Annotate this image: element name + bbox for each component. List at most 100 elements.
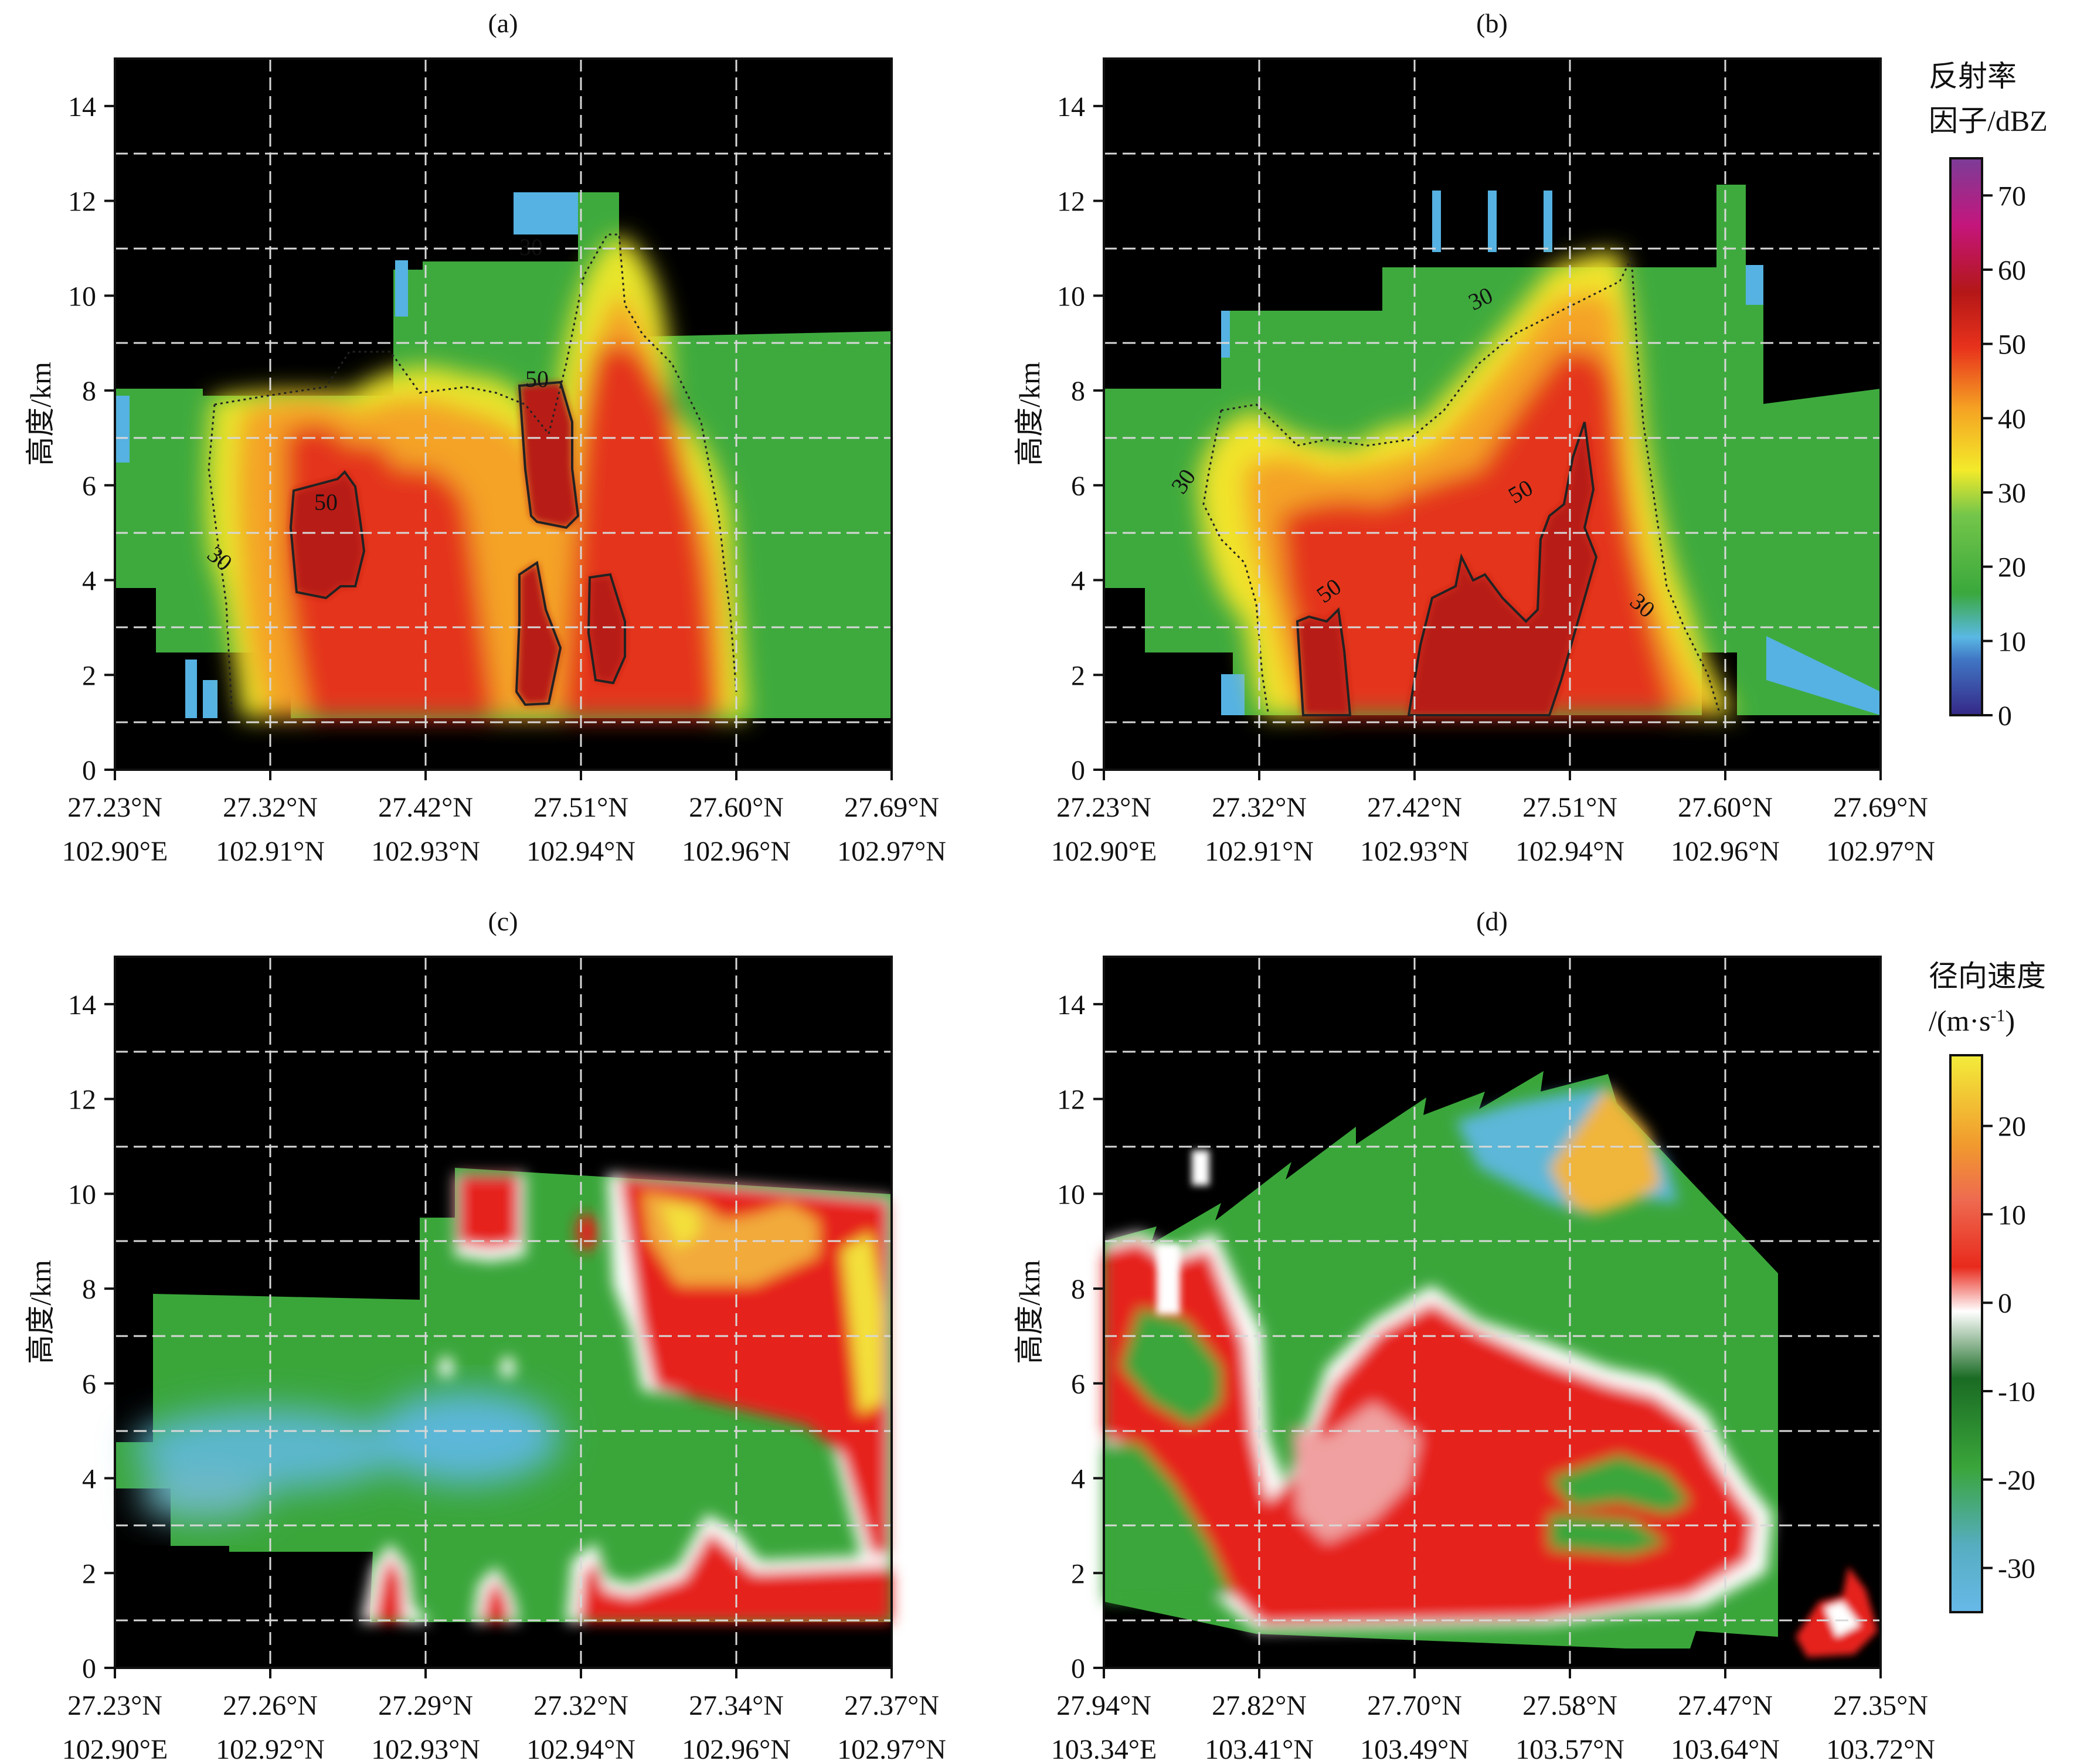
x-tick-label-lon: 102.94°N bbox=[526, 836, 635, 867]
x-tick-label-lat: 27.32°N bbox=[223, 792, 318, 823]
colorbar-ticks: 70 60 50 40 30 20 10 0 bbox=[1982, 181, 2026, 732]
colorbar-title-line1: 反射率 bbox=[1929, 60, 2017, 93]
x-tick-label-lon: 103.49°N bbox=[1360, 1734, 1469, 1764]
x-tick-label-lon: 102.94°N bbox=[526, 1734, 635, 1764]
x-tick-label-lat: 27.60°N bbox=[1678, 792, 1773, 823]
y-tick-label: 14 bbox=[1057, 91, 1085, 123]
x-ticks: 27.23°N 102.90°E 27.32°N 102.91°N 27.42°N 102… bbox=[1051, 770, 1935, 867]
x-tick-label-lat: 27.42°N bbox=[1367, 792, 1462, 823]
y-tick-label: 6 bbox=[1071, 1369, 1085, 1400]
x-tick-label-lon: 102.93°N bbox=[371, 1734, 480, 1764]
y-tick-label: 2 bbox=[82, 1558, 96, 1589]
panel-label: (b) bbox=[1476, 8, 1508, 38]
y-tick-label: 12 bbox=[68, 186, 96, 217]
colorbar-tick-label: 50 bbox=[1998, 329, 2026, 361]
x-tick-label-lat: 27.34°N bbox=[689, 1690, 784, 1721]
x-tick-label-lon: 102.91°N bbox=[216, 836, 325, 867]
grid-b bbox=[1104, 59, 1881, 770]
x-tick-label-lat: 27.32°N bbox=[533, 1690, 628, 1721]
x-tick-label-lon: 102.93°N bbox=[371, 836, 480, 867]
y-axis-label: 高度/km bbox=[1013, 362, 1046, 466]
panel-label: (c) bbox=[488, 906, 518, 936]
echo-field-b: 30 50 50 30 30 bbox=[1104, 185, 1881, 716]
x-tick-label-lon: 103.34°E bbox=[1051, 1734, 1157, 1764]
y-ticks: 0 2 4 6 8 10 12 14 bbox=[1057, 91, 1104, 786]
colorbar-title-line2: 因子/dBZ bbox=[1929, 104, 2048, 137]
svg-text:50: 50 bbox=[525, 366, 549, 392]
colorbar-velocity: 径向速度 /(m·s-1) 20 10 0 -10 -20 -30 bbox=[1929, 960, 2046, 1613]
colorbar-tick-label: 60 bbox=[1998, 255, 2026, 286]
x-tick-label-lon: 102.97°N bbox=[837, 836, 946, 867]
x-tick-label-lon: 102.96°N bbox=[1671, 836, 1780, 867]
panel-label: (d) bbox=[1476, 906, 1508, 936]
x-tick-label-lon: 102.93°N bbox=[1360, 836, 1469, 867]
x-tick-label-lat: 27.42°N bbox=[378, 792, 473, 823]
echo-field-d bbox=[1104, 1071, 1878, 1657]
y-tick-label: 8 bbox=[1071, 1274, 1085, 1305]
y-axis-label: 高度/km bbox=[24, 362, 57, 466]
x-tick-label-lon: 102.97°N bbox=[1826, 836, 1935, 867]
x-tick-label-lon: 103.41°N bbox=[1205, 1734, 1314, 1764]
grid-a bbox=[115, 59, 892, 770]
x-tick-label-lat: 27.82°N bbox=[1212, 1690, 1307, 1721]
x-tick-label-lon: 102.90°E bbox=[62, 1734, 168, 1764]
y-axis-label: 高度/km bbox=[24, 1260, 57, 1364]
colorbar-title-line1: 径向速度 bbox=[1929, 960, 2046, 993]
colorbar-tick-label: 0 bbox=[1998, 701, 2012, 732]
x-tick-label-lon: 102.92°N bbox=[216, 1734, 325, 1764]
x-tick-label-lat: 27.58°N bbox=[1522, 1690, 1617, 1721]
grid-d bbox=[1104, 957, 1881, 1668]
colorbar-tick-label: 0 bbox=[1998, 1288, 2012, 1319]
y-tick-label: 12 bbox=[1057, 1085, 1085, 1116]
y-tick-label: 10 bbox=[1057, 1179, 1085, 1210]
y-tick-label: 4 bbox=[82, 1464, 96, 1495]
x-tick-label-lat: 27.23°N bbox=[67, 1690, 162, 1721]
panel-a: 30 50 50 30 (a) 高度/km 0 2 4 6 8 10 12 14 27.23°… bbox=[24, 8, 946, 867]
svg-text:50: 50 bbox=[314, 489, 338, 515]
x-tick-label-lon: 102.97°N bbox=[837, 1734, 946, 1764]
x-tick-label-lon: 102.91°N bbox=[1205, 836, 1314, 867]
x-tick-label-lon: 102.90°E bbox=[1051, 836, 1157, 867]
x-tick-label-lat: 27.32°N bbox=[1212, 792, 1307, 823]
y-tick-label: 0 bbox=[1071, 1653, 1085, 1684]
x-tick-label-lat: 27.26°N bbox=[223, 1690, 318, 1721]
y-tick-label: 0 bbox=[82, 755, 96, 786]
y-tick-label: 10 bbox=[1057, 281, 1085, 312]
y-tick-label: 6 bbox=[82, 471, 96, 502]
y-ticks: 0 2 4 6 8 10 12 14 bbox=[68, 91, 115, 786]
y-tick-label: 8 bbox=[82, 1274, 96, 1305]
y-tick-label: 2 bbox=[82, 660, 96, 691]
y-tick-label: 12 bbox=[1057, 186, 1085, 217]
echo-field-c bbox=[115, 1168, 892, 1622]
x-tick-label-lat: 27.60°N bbox=[689, 792, 784, 823]
y-tick-label: 0 bbox=[1071, 755, 1085, 786]
x-tick-label-lat: 27.29°N bbox=[378, 1690, 473, 1721]
y-tick-label: 2 bbox=[1071, 1558, 1085, 1589]
y-tick-label: 2 bbox=[1071, 660, 1085, 691]
svg-text:30: 30 bbox=[519, 234, 543, 260]
x-tick-label-lon: 102.96°N bbox=[682, 836, 791, 867]
y-tick-label: 0 bbox=[82, 1653, 96, 1684]
x-tick-label-lon: 102.90°E bbox=[62, 836, 168, 867]
colorbar-tick-label: -20 bbox=[1998, 1465, 2035, 1496]
panel-label: (a) bbox=[488, 8, 518, 38]
x-tick-label-lat: 27.69°N bbox=[844, 792, 939, 823]
x-tick-label-lat: 27.70°N bbox=[1367, 1690, 1462, 1721]
x-tick-label-lat: 27.47°N bbox=[1678, 1690, 1773, 1721]
echo-field-a: 30 50 50 30 bbox=[115, 192, 892, 719]
y-tick-label: 8 bbox=[82, 376, 96, 407]
x-tick-label-lon: 103.64°N bbox=[1671, 1734, 1780, 1764]
colorbar-reflectivity: 反射率 因子/dBZ 70 60 50 40 30 20 10 0 bbox=[1929, 60, 2048, 732]
y-tick-label: 8 bbox=[1071, 376, 1085, 407]
x-ticks: 27.23°N 102.90°E 27.32°N 102.91°N 27.42°N 102… bbox=[62, 770, 946, 867]
colorbar-tick-label: -10 bbox=[1998, 1376, 2035, 1408]
colorbar-tick-label: 70 bbox=[1998, 181, 2026, 212]
y-tick-label: 6 bbox=[82, 1369, 96, 1400]
y-ticks: 0 2 4 6 8 10 12 14 bbox=[1057, 990, 1104, 1684]
x-tick-label-lon: 103.57°N bbox=[1515, 1734, 1624, 1764]
y-tick-label: 6 bbox=[1071, 471, 1085, 502]
x-tick-label-lat: 27.23°N bbox=[1056, 792, 1151, 823]
